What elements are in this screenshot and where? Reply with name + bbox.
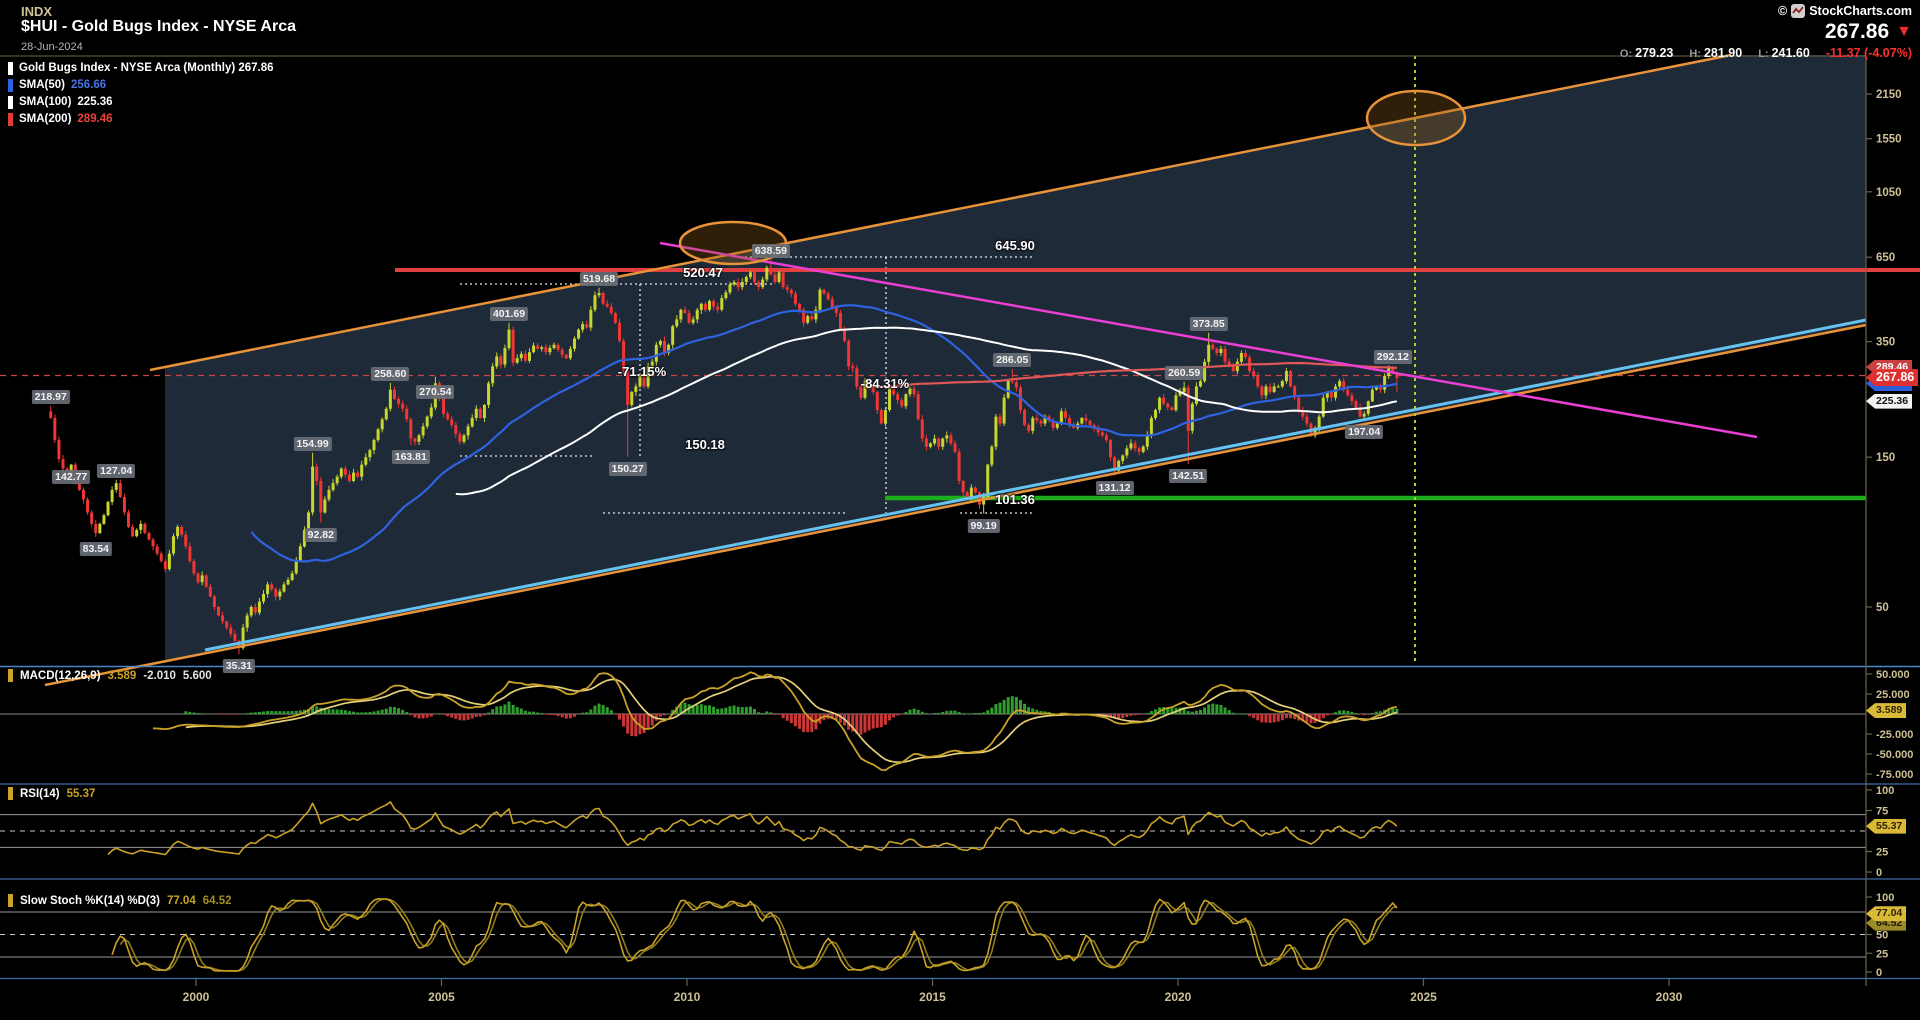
price-axis: 2150 1550 1050 650 350 150 50 50.000 25.000 -25.0… (1866, 89, 1913, 979)
sma200-swatch (8, 112, 13, 126)
copyright-symbol: © (1777, 4, 1788, 18)
axis-tick-label: 1050 (1876, 187, 1902, 199)
last-price: 267.86 (1824, 20, 1890, 43)
axis-tick-label: -25.000 (1876, 729, 1913, 741)
axis-tick-label: 100 (1876, 892, 1894, 904)
axis-tick-label: 25.000 (1876, 689, 1910, 701)
macd-line (152, 671, 1398, 771)
legend-sma100: SMA(100) 225.36 (8, 95, 113, 109)
year-tick-label: 2025 (1410, 990, 1437, 1004)
axis-tick-label: 350 (1876, 337, 1895, 349)
stoch-k-value: 77.04 (166, 894, 196, 907)
change-value: -11.37 (-4.07%) (1825, 46, 1912, 60)
year-tick-label: 2020 (1165, 990, 1192, 1004)
legend-main-series: Gold Bugs Index - NYSE Arca (Monthly) 26… (8, 61, 274, 75)
stoch-d-value: 64.52 (202, 894, 232, 907)
high-value: H: 281.90 (1689, 46, 1743, 60)
stockcharts-logo-icon (1791, 4, 1806, 18)
rsi-label: RSI(14) (20, 787, 60, 800)
channel-fill (165, 55, 1866, 661)
sma100-line (455, 326, 1398, 496)
axis-tick-label: 2150 (1876, 89, 1902, 101)
ellipse-annotation (1365, 89, 1467, 147)
axis-tick-label: 50.000 (1876, 669, 1910, 681)
macd-label: MACD(12,26,9) (20, 669, 101, 682)
axis-tick-label: -75.000 (1876, 769, 1913, 781)
symbol-group: INDX (21, 4, 53, 19)
channel-fill-layer (165, 55, 1866, 661)
legend-main-label: Gold Bugs Index - NYSE Arca (Monthly) 26… (19, 62, 274, 74)
low-value: L: 241.60 (1758, 46, 1810, 60)
stoch-d-line (119, 898, 1398, 972)
axis-tick-label: 0 (1876, 967, 1882, 979)
upper-channel-line (149, 53, 1732, 372)
macd-value-1: 3.589 (107, 669, 137, 682)
sma50-value: 256.66 (71, 79, 107, 91)
macd-value-3: 5.600 (182, 669, 212, 682)
axis-tick-label: -50.000 (1876, 749, 1913, 761)
axis-tick-label: 25 (1876, 948, 1888, 960)
axis-tick-label: 75 (1876, 806, 1888, 818)
sma100-swatch (8, 95, 13, 109)
axis-tick-label: 50 (1876, 930, 1888, 942)
open-value: O: 279.23 (1619, 46, 1674, 60)
sma200-label: SMA(200) (19, 113, 72, 125)
rsi-swatch (8, 787, 13, 800)
axis-tick-label: 1550 (1876, 134, 1902, 146)
sma50-swatch (8, 78, 13, 92)
sma200-line (864, 361, 1397, 389)
time-axis: 2000 2005 2010 2015 2020 2025 2030 (183, 979, 1683, 1004)
macd-value-2: -2.010 (143, 669, 176, 682)
stoch-swatch (8, 894, 13, 907)
chart-date: 28-Jun-2024 (21, 41, 83, 53)
stoch-k-line (111, 897, 1398, 972)
stoch-label: Slow Stoch %K(14) %D(3) (20, 894, 160, 907)
sma50-line (250, 304, 1398, 563)
pink-downtrend-line (659, 241, 1758, 439)
sma200-line (864, 361, 1397, 389)
lower-support-blue-line (204, 318, 1867, 652)
year-tick-label: 2030 (1656, 990, 1683, 1004)
rsi-line (107, 801, 1398, 856)
year-tick-label: 2005 (428, 990, 455, 1004)
ohlc-row: O: 279.23 H: 281.90 L: 241.60 -11.37 (-4.07… (1620, 46, 1912, 60)
sma50-label: SMA(50) (19, 79, 66, 91)
year-tick-label: 2015 (919, 990, 946, 1004)
macd-swatch (8, 669, 13, 682)
stoch-panel (0, 897, 1866, 972)
rsi-value: 55.37 (66, 787, 96, 800)
last-price-quote: 267.86 ▼ (1825, 20, 1912, 44)
axis-tick-label: 150 (1876, 452, 1895, 464)
sma50-line (250, 304, 1398, 563)
branding-name: StockCharts.com (1809, 4, 1912, 18)
macd-panel-label: MACD(12,26,9) 3.589 -2.010 5.600 (8, 669, 212, 682)
macd-panel (0, 671, 1866, 771)
axis-tick-label: 0 (1876, 867, 1882, 879)
legend-sma200: SMA(200) 289.46 (8, 112, 113, 126)
macd-signal-line (185, 675, 1398, 764)
trendlines (44, 53, 1867, 687)
sma100-value: 225.36 (77, 96, 113, 108)
axis-tick-label: 25 (1876, 847, 1888, 859)
rsi-panel (0, 801, 1866, 856)
branding: © StockCharts.com (1778, 4, 1912, 18)
stoch-panel-label: Slow Stoch %K(14) %D(3) 77.04 64.52 (8, 894, 232, 907)
year-tick-label: 2010 (674, 990, 701, 1004)
axis-tick-label: 50 (1876, 602, 1889, 614)
series-swatch (8, 61, 13, 75)
ellipse-annotation (678, 220, 788, 266)
page-title: $HUI - Gold Bugs Index - NYSE Arca (21, 18, 297, 35)
rsi-panel-label: RSI(14) 55.37 (8, 787, 95, 800)
sma200-value: 289.46 (77, 113, 113, 125)
axis-tick-label: 650 (1876, 252, 1895, 264)
axis-tick-label: 100 (1876, 785, 1894, 797)
down-arrow-icon: ▼ (1896, 23, 1912, 40)
sma100-line (455, 326, 1398, 496)
lower-channel-line (44, 323, 1867, 687)
sma100-label: SMA(100) (19, 96, 72, 108)
legend-sma50: SMA(50) 256.66 (8, 78, 106, 92)
year-tick-label: 2000 (183, 990, 210, 1004)
